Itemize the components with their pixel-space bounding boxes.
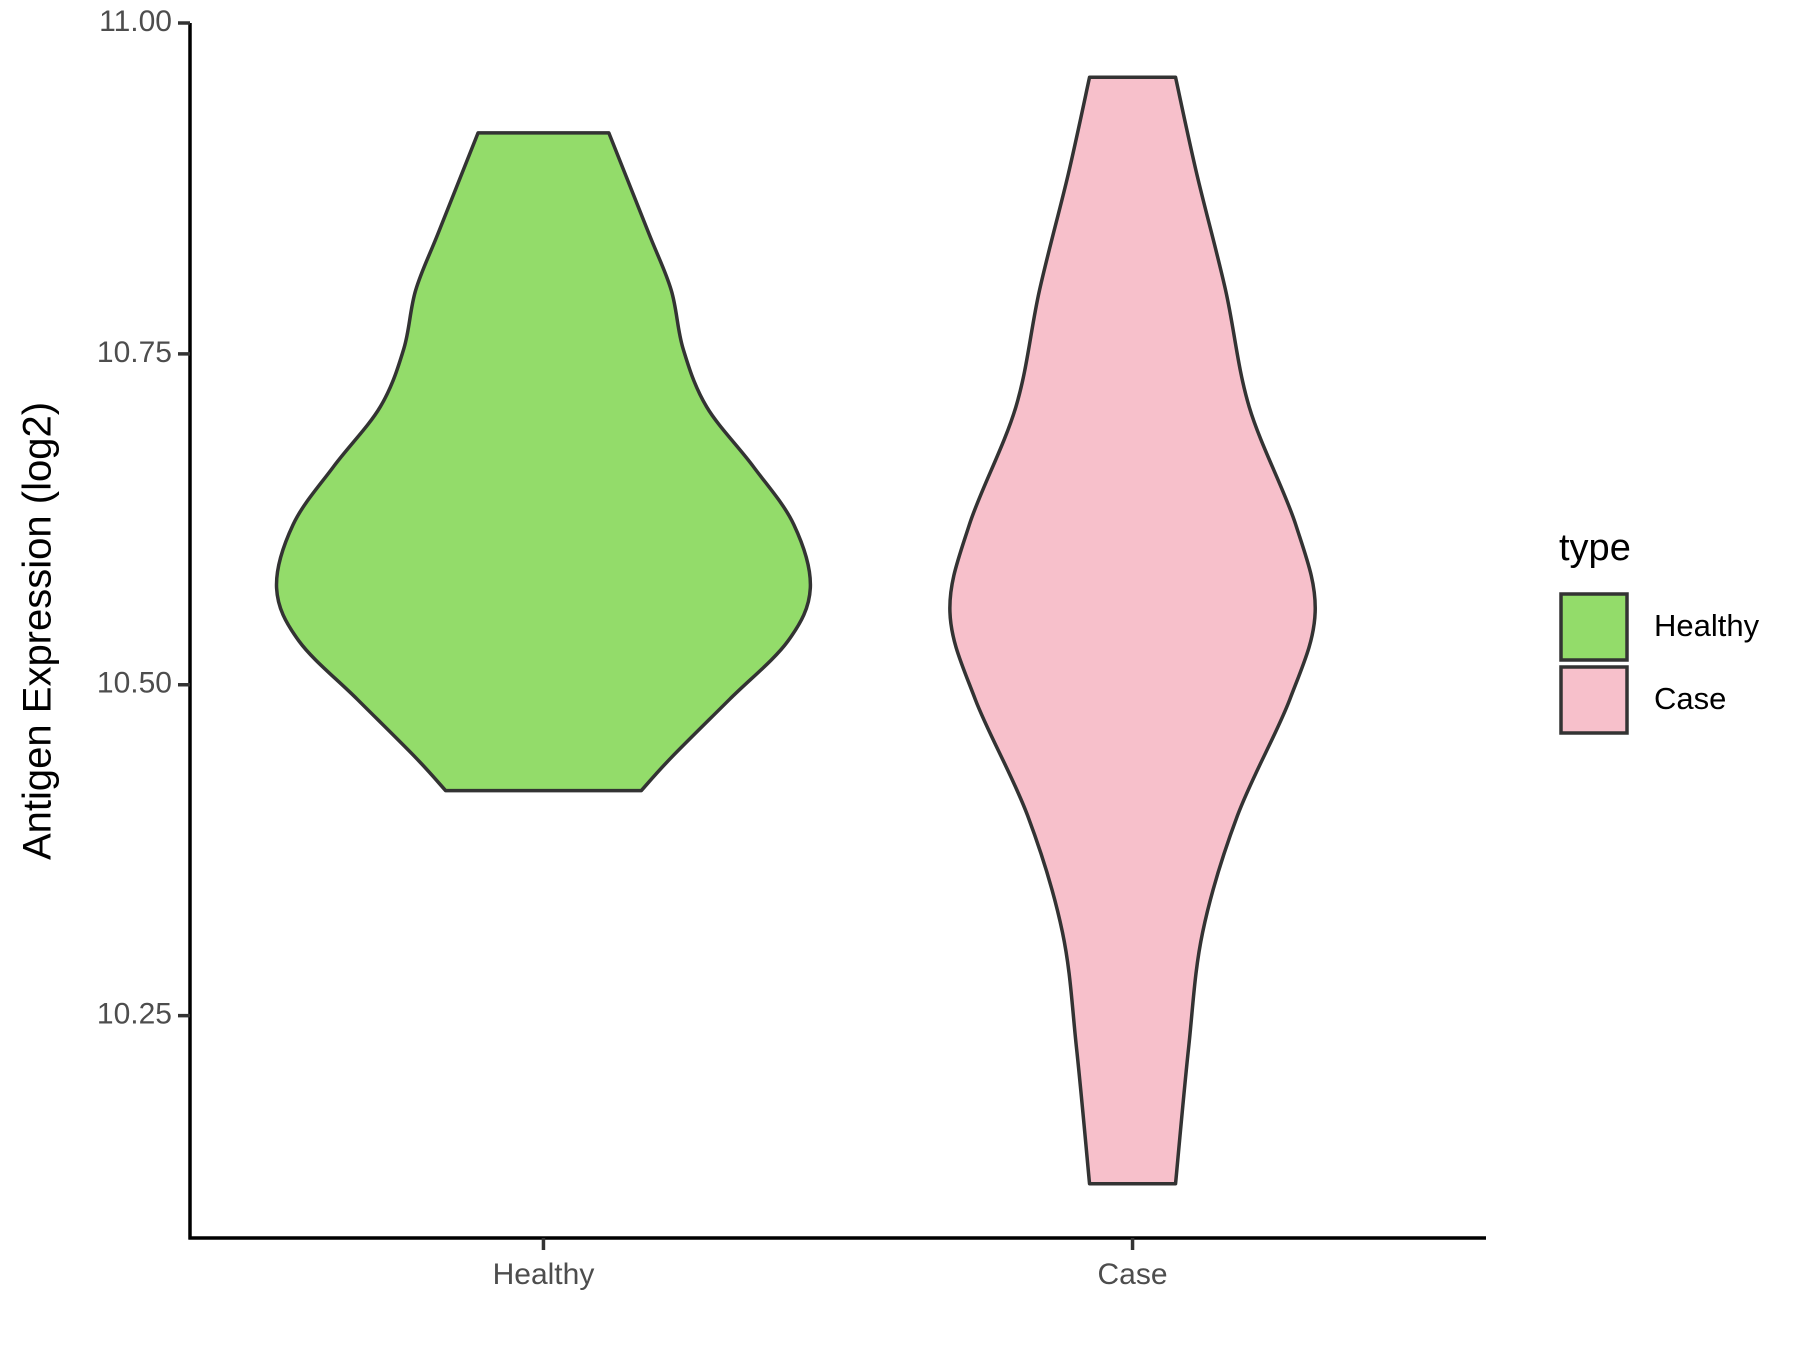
y-axis-title: Antigen Expression (log2) — [16, 402, 60, 860]
x-tick-label: Healthy — [493, 1258, 595, 1291]
legend-label: Case — [1654, 681, 1726, 716]
legend-title: type — [1559, 527, 1631, 569]
violin — [948, 75, 1317, 1186]
y-tick-label: 10.50 — [97, 667, 172, 700]
violin — [274, 131, 813, 793]
y-tick-label: 11.00 — [99, 5, 172, 38]
y-tick-label: 10.75 — [97, 336, 172, 369]
legend-key — [1559, 665, 1629, 735]
x-tick-label: Case — [1098, 1258, 1168, 1291]
y-tick-label: 10.25 — [97, 998, 172, 1031]
legend-label: Healthy — [1654, 608, 1760, 643]
legend-key — [1559, 592, 1629, 662]
